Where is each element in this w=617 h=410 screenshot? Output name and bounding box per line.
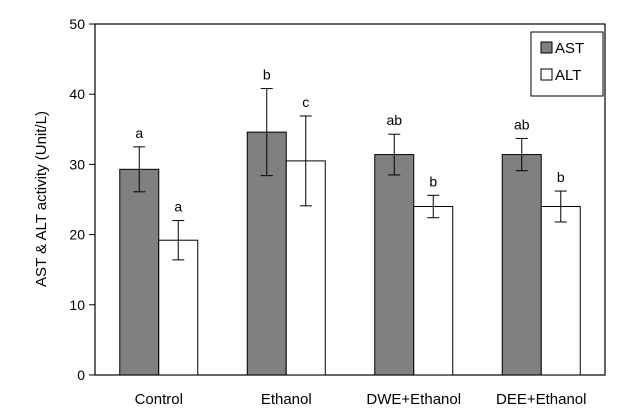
x-tick-label: DWE+Ethanol xyxy=(366,391,461,408)
bar-ast-4 xyxy=(501,154,542,376)
bar-alt-4 xyxy=(540,206,581,376)
significance-label: b xyxy=(429,173,437,189)
error-bar-ast-1 xyxy=(133,146,146,193)
error-bar-ast-3 xyxy=(388,133,401,176)
error-bar-alt-4 xyxy=(554,190,567,223)
y-tick-label: 0 xyxy=(77,367,85,383)
x-axis-labels: Control Ethanol DWE+Ethanol DEE+Ethanol xyxy=(135,391,587,408)
error-bar-alt-2 xyxy=(299,115,312,207)
significance-label: ab xyxy=(514,116,530,132)
significance-label: c xyxy=(302,94,309,110)
y-tick-label: 10 xyxy=(69,297,85,313)
y-axis-title: AST & ALT activity (Unit/L) xyxy=(33,111,50,287)
significance-label: a xyxy=(135,125,143,141)
bar-ast-3 xyxy=(374,154,415,376)
y-axis: 0 10 20 30 40 50 xyxy=(69,16,95,383)
error-bar-ast-2 xyxy=(260,88,273,177)
plot-frame xyxy=(94,23,606,376)
x-tick-label: Ethanol xyxy=(261,391,312,408)
x-tick-label: DEE+Ethanol xyxy=(496,391,586,408)
bar-alt-3 xyxy=(413,206,454,376)
legend-swatch-alt xyxy=(540,68,553,81)
y-tick-label: 40 xyxy=(69,86,85,102)
legend-swatch-ast xyxy=(540,41,553,54)
significance-label: ab xyxy=(386,112,402,128)
y-tick-label: 20 xyxy=(69,227,85,243)
y-tick-label: 50 xyxy=(69,16,85,32)
x-tick-label: Control xyxy=(135,391,183,408)
error-bar-ast-4 xyxy=(515,137,528,172)
bar-alt-1 xyxy=(158,239,199,376)
error-bar-alt-1 xyxy=(172,220,185,261)
y-tick-label: 30 xyxy=(69,156,85,172)
significance-label: b xyxy=(263,67,271,83)
error-bar-alt-3 xyxy=(427,194,440,219)
legend: AST ALT xyxy=(530,31,604,97)
significance-label: b xyxy=(557,169,565,185)
plot-border xyxy=(94,23,606,376)
significance-label: a xyxy=(174,199,182,215)
bar-ast-1 xyxy=(119,168,160,376)
legend-label-alt: ALT xyxy=(555,67,581,84)
legend-label-ast: AST xyxy=(555,40,584,57)
